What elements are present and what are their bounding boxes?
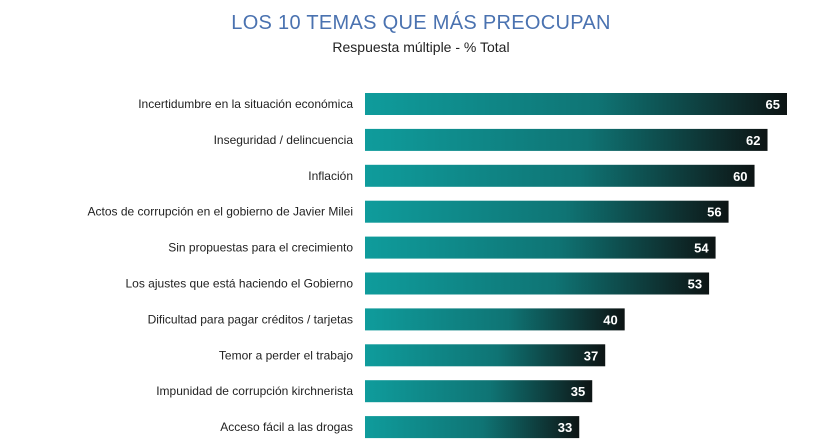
- category-label: Sin propuestas para el crecimiento: [168, 241, 353, 255]
- value-label: 56: [707, 205, 721, 220]
- bars-layer: Incertidumbre en la situación económica 6…: [88, 93, 787, 439]
- category-label: Actos de corrupción en el gobierno de Ja…: [88, 205, 353, 219]
- value-label: 53: [688, 277, 702, 292]
- category-label: Impunidad de corrupción kirchnerista: [156, 384, 353, 398]
- value-label: 54: [694, 241, 709, 256]
- category-label: Dificultad para pagar créditos / tarjeta…: [148, 312, 353, 326]
- value-label: 40: [603, 312, 617, 327]
- value-label: 35: [571, 384, 585, 399]
- category-label: Temor a perder el trabajo: [219, 348, 353, 362]
- bar: [365, 416, 580, 439]
- bar: [365, 164, 755, 187]
- value-label: 33: [558, 420, 572, 435]
- category-label: Los ajustes que está haciendo el Gobiern…: [126, 277, 354, 291]
- chart-subtitle: Respuesta múltiple - % Total: [332, 39, 510, 55]
- category-label: Acceso fácil a las drogas: [220, 420, 353, 434]
- bar: [365, 200, 729, 223]
- category-label: Inflación: [308, 169, 353, 183]
- bar: [365, 272, 710, 295]
- value-label: 65: [766, 97, 780, 112]
- category-label: Incertidumbre en la situación económica: [138, 97, 353, 111]
- value-label: 60: [733, 169, 747, 184]
- bar: [365, 128, 768, 151]
- category-label: Inseguridad / delincuencia: [214, 133, 354, 147]
- bar: [365, 380, 593, 403]
- bar: [365, 344, 606, 367]
- bar: [365, 308, 625, 331]
- value-label: 37: [584, 348, 598, 363]
- bar: [365, 93, 787, 115]
- value-label: 62: [746, 133, 760, 148]
- bar: [365, 236, 716, 259]
- chart-title: LOS 10 TEMAS QUE MÁS PREOCUPAN: [231, 12, 611, 34]
